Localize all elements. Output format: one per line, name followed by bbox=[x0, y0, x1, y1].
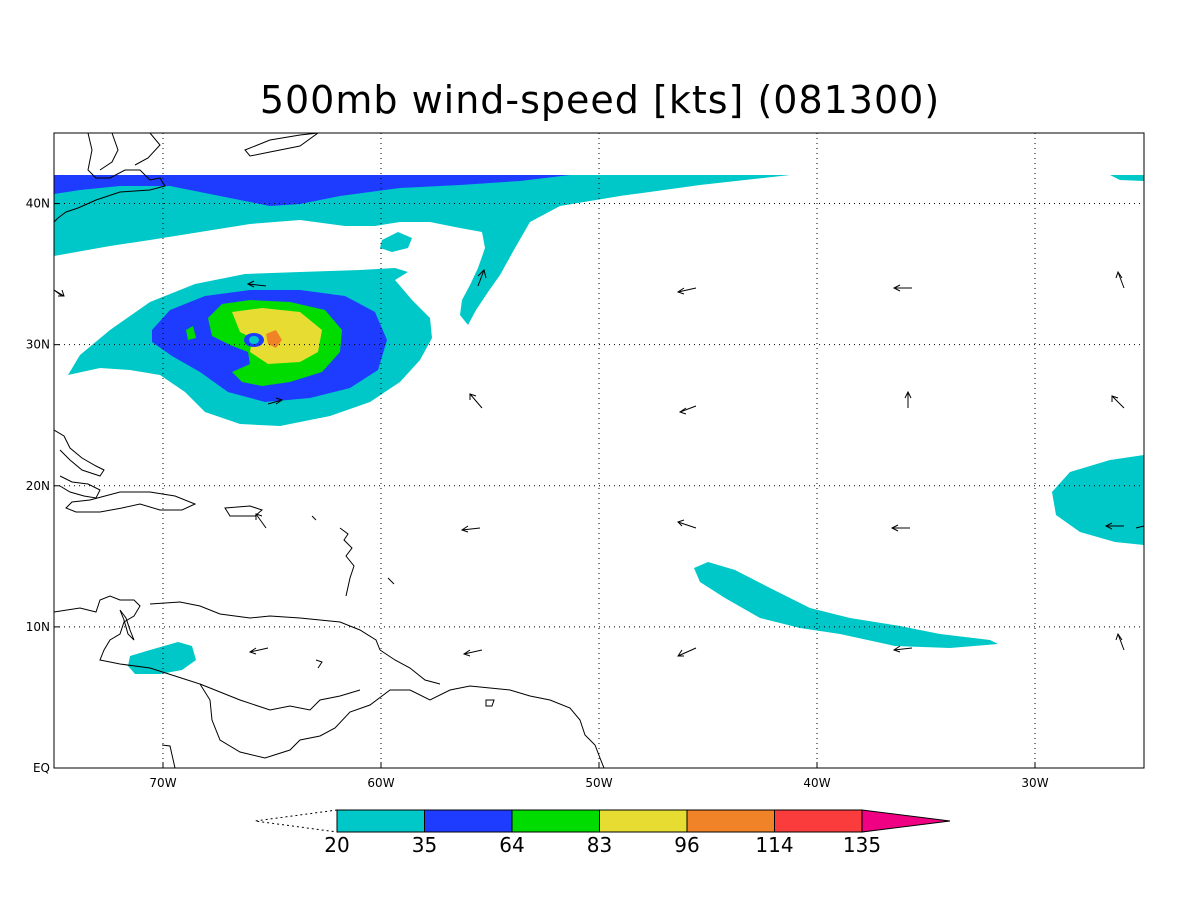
contour-20kt-east-b bbox=[1052, 455, 1144, 545]
colorbar-level-label: 135 bbox=[843, 833, 881, 857]
lon-tick-label: 60W bbox=[367, 776, 394, 790]
colorbar-lower-arrow bbox=[254, 809, 338, 833]
wind-shading bbox=[54, 175, 1144, 674]
lat-tick-label: EQ bbox=[33, 761, 50, 775]
colorbar-upper-arrow bbox=[861, 809, 951, 833]
contour-20kt-ne-corner bbox=[1110, 175, 1144, 181]
contour-35kt-jet bbox=[54, 175, 570, 206]
contour-20kt-east-a bbox=[694, 562, 998, 648]
colorbar-swatch bbox=[336, 809, 425, 833]
grid-lines bbox=[54, 133, 1144, 768]
lat-tick-label: 20N bbox=[26, 479, 50, 493]
map-title: 500mb wind-speed [kts] (081300) bbox=[259, 78, 941, 122]
coastlines bbox=[54, 133, 605, 768]
colorbar-swatch bbox=[774, 809, 863, 833]
colorbar-level-label: 114 bbox=[755, 833, 793, 857]
colorbar-swatch bbox=[599, 809, 688, 833]
contour-20kt-sw bbox=[128, 642, 196, 674]
lat-tick-label: 30N bbox=[26, 338, 50, 352]
colorbar-level-label: 20 bbox=[324, 833, 349, 857]
contour-20kt-blob bbox=[380, 232, 412, 252]
lon-tick-label: 30W bbox=[1021, 776, 1048, 790]
colorbar-level-label: 64 bbox=[499, 833, 524, 857]
contour-96kt-hurricane bbox=[266, 330, 282, 348]
lon-tick-label: 50W bbox=[585, 776, 612, 790]
contour-eye-inner bbox=[249, 336, 259, 344]
lat-tick-label: 10N bbox=[26, 620, 50, 634]
wind-vectors bbox=[54, 269, 1144, 657]
lon-tick-label: 40W bbox=[803, 776, 830, 790]
colorbar: 20 35 64 83 96 114 135 bbox=[254, 809, 951, 857]
colorbar-swatch bbox=[424, 809, 513, 833]
contour-20kt-jet bbox=[54, 175, 790, 325]
lon-tick-label: 70W bbox=[149, 776, 176, 790]
colorbar-level-label: 83 bbox=[587, 833, 612, 857]
colorbar-level-label: 96 bbox=[674, 833, 699, 857]
axis-ticks: 70W 60W 50W 40W 30W EQ 10N 20N 30N 40N bbox=[26, 197, 1049, 790]
colorbar-swatch bbox=[511, 809, 600, 833]
colorbar-level-label: 35 bbox=[412, 833, 437, 857]
contour-64kt-spot bbox=[186, 326, 196, 340]
colorbar-swatch bbox=[686, 809, 775, 833]
lat-tick-label: 40N bbox=[26, 197, 50, 211]
